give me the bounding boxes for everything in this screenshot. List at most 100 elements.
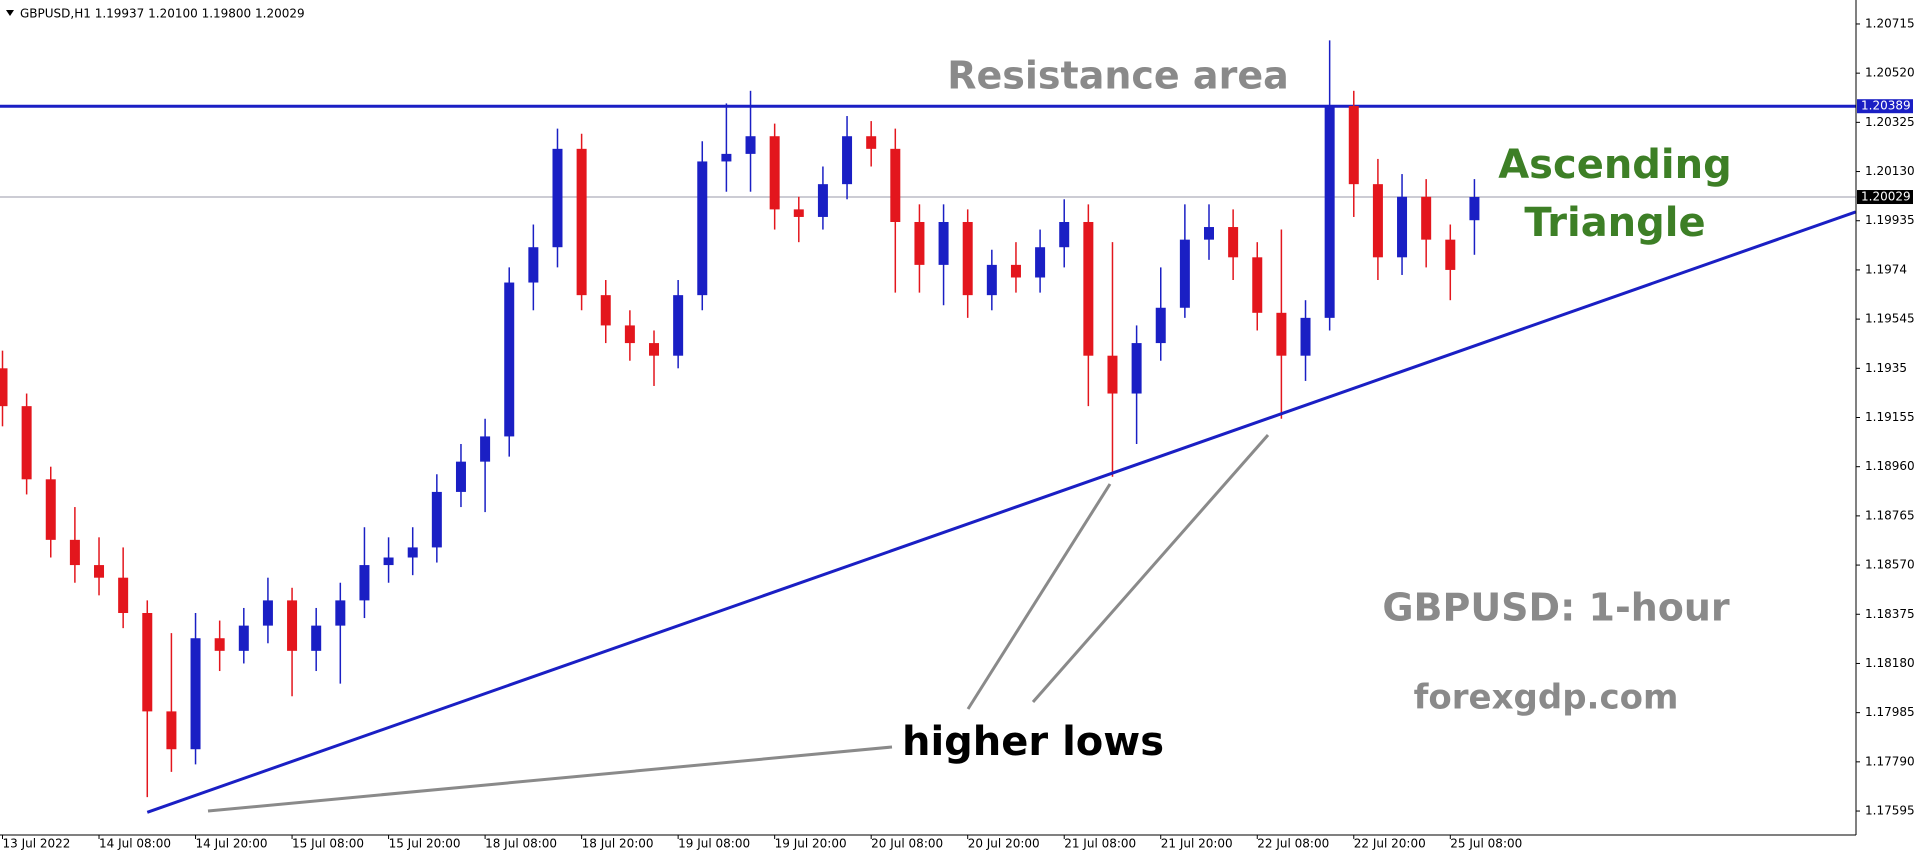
candle-body: [1131, 343, 1142, 394]
candle-body: [69, 539, 80, 566]
candle-body: [1469, 197, 1480, 221]
instrument-label: GBPUSD: 1-hour: [1382, 586, 1730, 630]
candle-body: [962, 221, 973, 296]
pointer-line: [1031, 434, 1270, 703]
candle-body: [1445, 239, 1456, 270]
candle-body: [455, 461, 466, 492]
pattern-label: Triangle: [1524, 200, 1705, 246]
x-tick-label: 22 Jul 08:00: [1257, 837, 1329, 850]
y-tick-label: 1.19545: [1865, 312, 1915, 326]
candle-body: [1107, 355, 1118, 394]
candle-body: [94, 565, 105, 578]
candle-body: [1059, 221, 1070, 248]
candle-body: [721, 153, 732, 162]
x-tick-label: 25 Jul 08:00: [1450, 837, 1522, 850]
candle-body: [769, 136, 780, 210]
candle-body: [504, 282, 515, 437]
candle-body: [1155, 307, 1166, 344]
candle-body: [1324, 105, 1335, 318]
candle-body: [1179, 239, 1190, 308]
candle-body: [576, 148, 587, 296]
candle-body: [431, 491, 442, 548]
y-tick-label: 1.17985: [1865, 705, 1915, 719]
candle-body: [1252, 257, 1263, 313]
candle-body: [1348, 105, 1359, 185]
y-tick-label: 1.20130: [1865, 164, 1915, 178]
candle-body: [890, 148, 901, 222]
candle-body: [1083, 221, 1094, 356]
y-tick-label: 1.20520: [1865, 66, 1915, 80]
candle-body: [1228, 227, 1239, 258]
price-level-box: [1857, 190, 1913, 205]
candle-body: [1421, 196, 1432, 240]
menu-arrow[interactable]: [6, 10, 14, 16]
x-tick-label: 15 Jul 20:00: [389, 837, 461, 850]
y-tick-label: 1.19935: [1865, 213, 1915, 227]
candle-body: [480, 436, 491, 462]
candle-body: [335, 600, 346, 626]
pointer-line: [207, 745, 893, 813]
x-tick-label: 18 Jul 20:00: [582, 837, 654, 850]
candle-body: [600, 295, 611, 326]
candle-body: [842, 136, 853, 185]
chart-header: GBPUSD,H1 1.19937 1.20100 1.19800 1.2002…: [20, 7, 305, 21]
x-tick-label: 19 Jul 20:00: [775, 837, 847, 850]
candle-body: [552, 148, 563, 248]
candle-body: [914, 221, 925, 265]
plot-area: [0, 40, 1857, 814]
resistance-label: Resistance area: [947, 54, 1288, 98]
y-tick-label: 1.19155: [1865, 410, 1915, 424]
y-tick-label: 1.18375: [1865, 607, 1915, 621]
candle-body: [745, 136, 756, 154]
y-tick-label: 1.20715: [1865, 16, 1915, 30]
candle-body: [624, 325, 635, 344]
candle-body: [287, 600, 298, 651]
y-tick-label: 1.17790: [1865, 754, 1915, 768]
pattern-label: Ascending: [1498, 142, 1732, 188]
candle-body: [166, 711, 177, 750]
candle-body: [673, 295, 684, 356]
trendline: [146, 210, 1857, 814]
x-tick-label: 22 Jul 20:00: [1354, 837, 1426, 850]
x-tick-label: 15 Jul 08:00: [292, 837, 364, 850]
y-tick-label: 1.18960: [1865, 459, 1915, 473]
y-tick-label: 1.1935: [1865, 361, 1907, 375]
candle-body: [45, 479, 56, 540]
x-tick-label: 18 Jul 08:00: [485, 837, 557, 850]
y-tick-label: 1.1974: [1865, 262, 1907, 276]
candle-body: [262, 600, 273, 626]
candle-body: [190, 638, 201, 750]
candle-body: [1035, 247, 1046, 278]
candle-body: [0, 368, 8, 407]
y-tick-label: 1.20325: [1865, 115, 1915, 129]
x-tick-label: 20 Jul 08:00: [871, 837, 943, 850]
candle-body: [986, 264, 997, 296]
candle-body: [697, 161, 708, 296]
source-label: forexgdp.com: [1414, 678, 1679, 718]
y-tick-label: 1.17595: [1865, 804, 1915, 818]
x-tick-label: 21 Jul 20:00: [1161, 837, 1233, 850]
candle-body: [311, 625, 322, 651]
lows-label: higher lows: [902, 719, 1164, 765]
candle-body: [866, 136, 877, 149]
candle-body: [21, 406, 32, 480]
x-tick-label: 13 Jul 2022: [3, 837, 71, 850]
candle-body: [528, 247, 539, 283]
pointer-line: [966, 483, 1112, 710]
x-tick-label: 19 Jul 08:00: [678, 837, 750, 850]
candle-body: [238, 625, 249, 651]
x-tick-label: 21 Jul 08:00: [1064, 837, 1136, 850]
candle-body: [1204, 227, 1214, 240]
price-level-label: 1.20389: [1861, 99, 1911, 113]
candle-body: [214, 638, 225, 651]
candle-body: [938, 221, 949, 265]
price-level-label: 1.20029: [1861, 190, 1911, 204]
candle-body: [1276, 312, 1287, 356]
candle-body: [407, 547, 418, 558]
candle-body: [793, 209, 804, 217]
candle-body: [817, 184, 828, 217]
x-tick-label: 14 Jul 08:00: [99, 837, 171, 850]
candle-body: [1300, 317, 1311, 356]
